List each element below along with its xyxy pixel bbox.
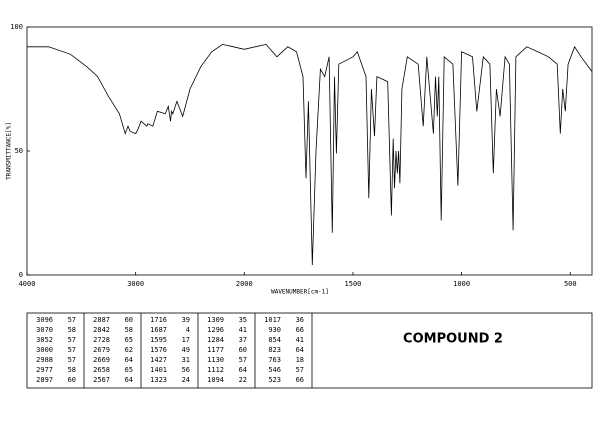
compound-label: COMPOUND 2 [403, 332, 503, 347]
peak-wavenumber: 2669 [93, 356, 110, 364]
peak-wavenumber: 2658 [93, 366, 110, 374]
peak-wavenumber: 1716 [150, 316, 167, 324]
x-tick-label: 3000 [127, 280, 144, 288]
y-tick-label: 0 [19, 271, 23, 279]
peak-wavenumber: 1687 [150, 326, 167, 334]
peak-wavenumber: 2842 [93, 326, 110, 334]
peak-wavenumber: 1576 [150, 346, 167, 354]
peak-transmittance: 65 [125, 366, 133, 374]
y-axis-label: TRANSMITTANCE[%] [6, 122, 13, 180]
spectrum-line [27, 43, 593, 266]
peak-transmittance: 18 [296, 356, 304, 364]
peak-wavenumber: 1130 [207, 356, 224, 364]
x-tick-label: 2000 [236, 280, 253, 288]
peak-transmittance: 60 [125, 316, 133, 324]
peak-wavenumber: 2988 [36, 356, 53, 364]
peak-wavenumber: 546 [268, 366, 281, 374]
peak-transmittance: 64 [239, 366, 247, 374]
peak-wavenumber: 3096 [36, 316, 53, 324]
peak-transmittance: 60 [239, 346, 247, 354]
peak-wavenumber: 2679 [93, 346, 110, 354]
peak-wavenumber: 1017 [264, 316, 281, 324]
peak-wavenumber: 1323 [150, 376, 167, 384]
peak-transmittance: 64 [296, 346, 304, 354]
peak-wavenumber: 1094 [207, 376, 224, 384]
peak-transmittance: 41 [239, 326, 247, 334]
peak-transmittance: 57 [296, 366, 304, 374]
peak-transmittance: 36 [296, 316, 304, 324]
peak-transmittance: 37 [239, 336, 247, 344]
peak-wavenumber: 1177 [207, 346, 224, 354]
peak-transmittance: 22 [239, 376, 247, 384]
peak-transmittance: 41 [296, 336, 304, 344]
peak-transmittance: 66 [296, 376, 304, 384]
peak-wavenumber: 2887 [93, 316, 110, 324]
peak-transmittance: 57 [68, 316, 76, 324]
peak-wavenumber: 763 [268, 356, 281, 364]
peak-wavenumber: 3070 [36, 326, 53, 334]
peak-transmittance: 39 [182, 316, 190, 324]
peak-wavenumber: 3000 [36, 346, 53, 354]
peak-wavenumber: 1112 [207, 366, 224, 374]
peak-wavenumber: 523 [268, 376, 281, 384]
y-tick-label: 50 [15, 147, 23, 155]
y-tick-label: 100 [10, 23, 23, 31]
peak-wavenumber: 1401 [150, 366, 167, 374]
peak-transmittance: 66 [296, 326, 304, 334]
peak-transmittance: 17 [182, 336, 190, 344]
x-tick-label: 4000 [19, 280, 36, 288]
peak-transmittance: 4 [186, 326, 190, 334]
peak-transmittance: 57 [239, 356, 247, 364]
peak-transmittance: 60 [68, 376, 76, 384]
peak-wavenumber: 1309 [207, 316, 224, 324]
x-axis-label: WAVENUMBER[cm-1] [271, 289, 329, 296]
peak-wavenumber: 3052 [36, 336, 53, 344]
peak-wavenumber: 930 [268, 326, 281, 334]
peak-transmittance: 35 [239, 316, 247, 324]
peak-transmittance: 58 [125, 326, 133, 334]
peak-transmittance: 57 [68, 346, 76, 354]
x-tick-label: 1000 [453, 280, 470, 288]
peak-wavenumber: 2567 [93, 376, 110, 384]
peak-transmittance: 57 [68, 336, 76, 344]
peak-wavenumber: 1284 [207, 336, 224, 344]
peak-transmittance: 24 [182, 376, 190, 384]
x-tick-label: 1500 [345, 280, 362, 288]
peak-transmittance: 58 [68, 326, 76, 334]
peak-transmittance: 64 [125, 356, 133, 364]
peak-wavenumber: 1427 [150, 356, 167, 364]
peak-transmittance: 62 [125, 346, 133, 354]
table-frame [26, 312, 593, 389]
peak-wavenumber: 823 [268, 346, 281, 354]
peak-transmittance: 58 [68, 366, 76, 374]
peak-wavenumber: 854 [268, 336, 281, 344]
peak-wavenumber: 1296 [207, 326, 224, 334]
peak-wavenumber: 2728 [93, 336, 110, 344]
peak-transmittance: 49 [182, 346, 190, 354]
peak-transmittance: 56 [182, 366, 190, 374]
x-tick-label: 500 [564, 280, 577, 288]
peak-transmittance: 31 [182, 356, 190, 364]
peak-transmittance: 57 [68, 356, 76, 364]
peak-transmittance: 64 [125, 376, 133, 384]
peak-wavenumber: 1595 [150, 336, 167, 344]
peak-wavenumber: 2977 [36, 366, 53, 374]
peak-transmittance: 65 [125, 336, 133, 344]
peak-wavenumber: 2897 [36, 376, 53, 384]
